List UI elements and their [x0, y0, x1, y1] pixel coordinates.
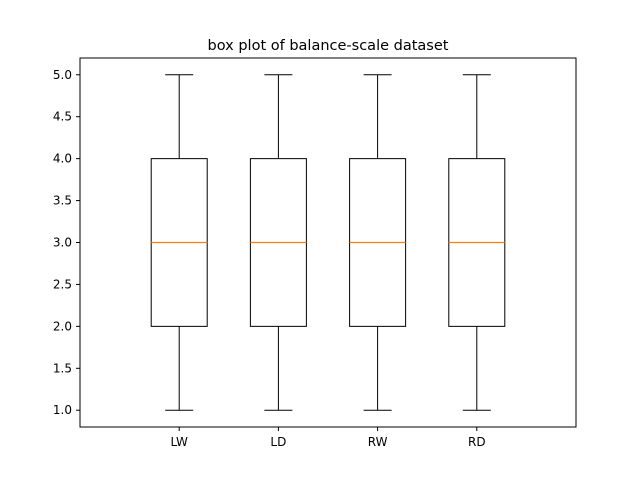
plot-area: 1.0 1.5 2.0 2.5 3.0 3.5 4.0 4.5 5.0 LW LD RW RD	[53, 57, 577, 449]
x-tick-label: LD	[270, 435, 286, 449]
chart-title: box plot of balance-scale dataset	[208, 38, 449, 54]
y-tick-label: 1.5	[53, 361, 72, 375]
y-tick-label: 3.0	[53, 236, 72, 250]
y-tick-label: 5.0	[53, 68, 72, 82]
y-tick-label: 2.0	[53, 319, 72, 333]
x-tick-label: RD	[468, 435, 486, 449]
y-tick-label: 3.5	[53, 194, 72, 208]
y-tick-label: 1.0	[53, 403, 72, 417]
x-tick-label: RW	[368, 435, 388, 449]
y-tick-label: 2.5	[53, 277, 72, 291]
y-tick-label: 4.5	[53, 110, 72, 124]
y-tick-label: 4.0	[53, 152, 72, 166]
x-tick-label: LW	[170, 435, 188, 449]
